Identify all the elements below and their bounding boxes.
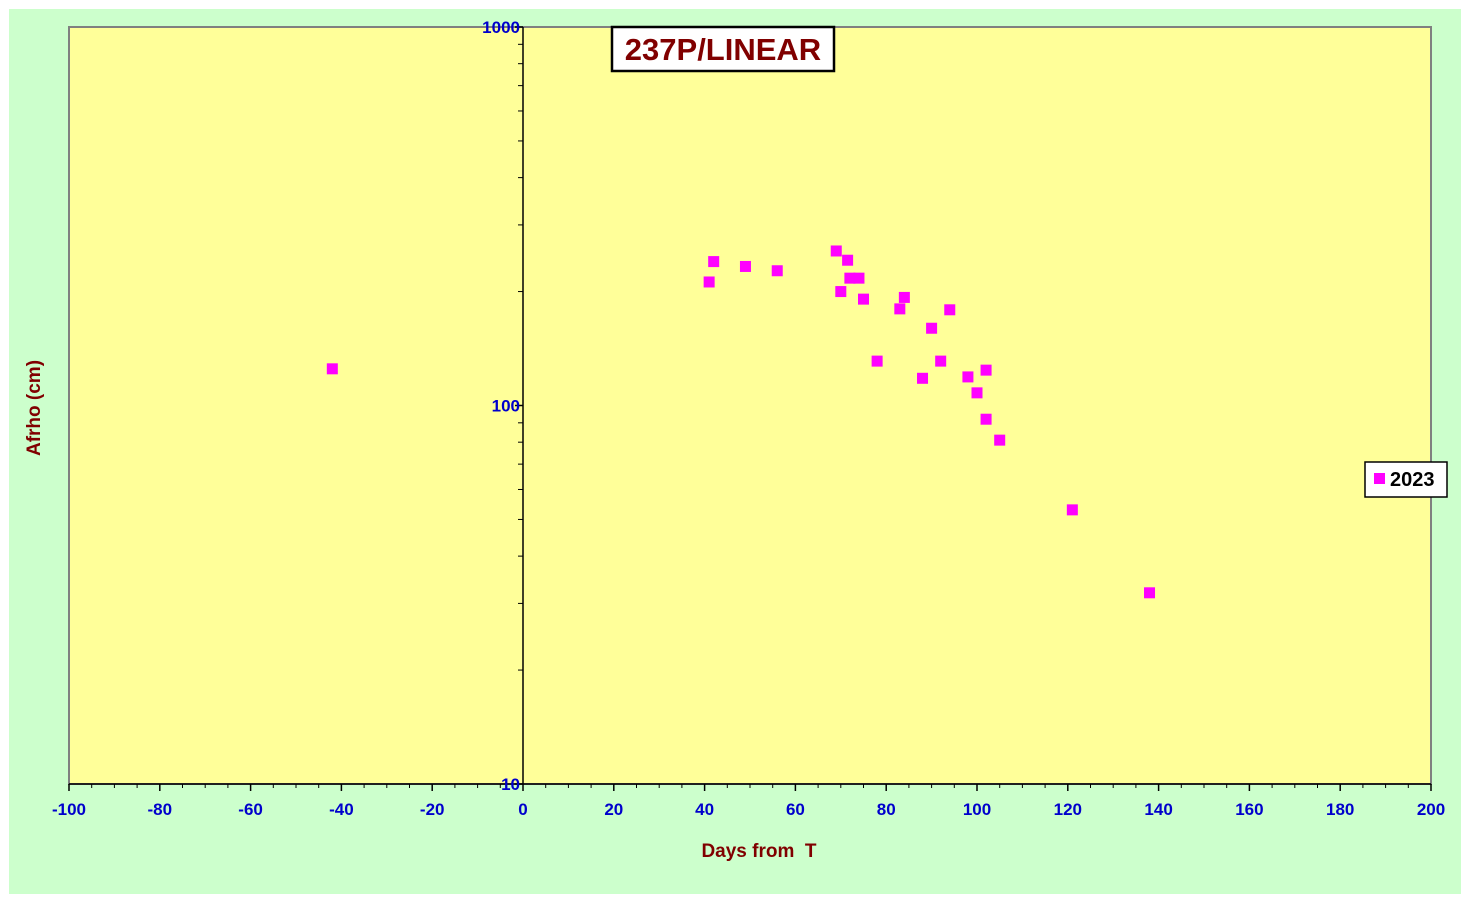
data-point xyxy=(853,272,865,284)
data-point xyxy=(858,293,869,305)
data-point xyxy=(1066,504,1078,516)
data-point xyxy=(926,322,938,334)
x-tick-label: -100 xyxy=(52,800,86,819)
x-tick-label: 160 xyxy=(1235,800,1263,819)
data-point xyxy=(835,286,847,298)
x-tick-label: 120 xyxy=(1054,800,1082,819)
x-tick-label: 200 xyxy=(1417,800,1445,819)
x-tick-label: -60 xyxy=(238,800,263,819)
x-tick-label: -40 xyxy=(329,800,354,819)
chart-title: 237P/LINEAR xyxy=(625,32,821,67)
data-point xyxy=(1144,587,1156,599)
x-tick-label: 20 xyxy=(604,800,623,819)
data-point xyxy=(739,260,751,272)
x-axis-ticks xyxy=(68,784,1432,791)
data-point xyxy=(830,245,842,257)
y-axis-title: Afrho (cm) xyxy=(24,360,45,456)
x-tick-label: 100 xyxy=(963,800,991,819)
x-tick-labels: -100 -80 -60 -40 -20 0 20 40 60 80 100 120 140 160 180… xyxy=(52,800,1445,819)
data-point xyxy=(994,434,1006,446)
chart-title-box xyxy=(610,25,836,73)
data-point xyxy=(771,265,783,277)
data-point xyxy=(980,413,992,425)
x-tick-label: 60 xyxy=(786,800,805,819)
data-point xyxy=(894,303,906,315)
data-point xyxy=(326,363,338,375)
x-tick-label: 40 xyxy=(695,800,714,819)
data-point xyxy=(871,355,883,367)
data-point xyxy=(962,371,974,383)
data-point xyxy=(917,372,929,384)
data-point xyxy=(935,355,947,367)
y-tick-label: 1000 xyxy=(482,18,520,37)
x-tick-label: -20 xyxy=(420,800,445,819)
x-tick-label: 180 xyxy=(1326,800,1354,819)
x-tick-label: 0 xyxy=(518,800,527,819)
y-tick-labels: 10 100 1000 xyxy=(482,18,520,794)
data-point xyxy=(898,291,910,303)
data-point xyxy=(944,304,956,316)
data-point xyxy=(971,387,983,399)
data-point xyxy=(708,256,720,268)
x-tick-label: -80 xyxy=(148,800,173,819)
data-point xyxy=(844,272,856,284)
x-tick-label: 80 xyxy=(877,800,896,819)
y-tick-label: 10 xyxy=(501,775,520,794)
legend-label-2023: 2023 xyxy=(1390,469,1435,491)
plot-area xyxy=(68,26,1432,785)
legend-marker xyxy=(1374,473,1385,484)
data-points-2023 xyxy=(326,245,1156,599)
x-axis-title: Days from T xyxy=(701,841,816,862)
x-tick-label: 140 xyxy=(1144,800,1172,819)
y-tick-label: 100 xyxy=(492,397,520,416)
data-point xyxy=(980,364,992,376)
data-point xyxy=(842,254,854,266)
data-point xyxy=(703,276,715,288)
